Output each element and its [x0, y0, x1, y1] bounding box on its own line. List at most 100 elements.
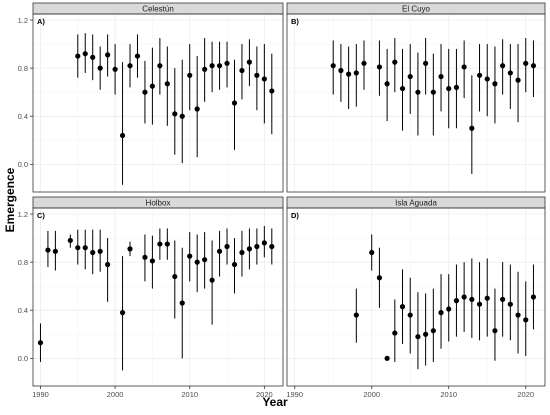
data-point: [254, 72, 260, 78]
data-point: [423, 60, 429, 66]
data-point: [202, 257, 208, 263]
data-point: [399, 304, 406, 310]
data-point: [507, 70, 513, 76]
data-point: [530, 63, 537, 69]
data-point: [384, 355, 390, 361]
data-point: [392, 59, 398, 65]
data-point: [523, 60, 529, 66]
x-tick-label: 2000: [363, 390, 380, 399]
data-point: [469, 296, 475, 303]
data-point: [216, 248, 223, 254]
y-tick-label: 0.4: [18, 112, 28, 121]
data-point: [194, 106, 200, 112]
data-point: [407, 73, 413, 80]
data-point: [330, 63, 336, 69]
data-point: [164, 241, 170, 247]
data-point: [45, 247, 51, 253]
facet-strip-title: Isla Aguada: [395, 199, 437, 208]
data-point: [127, 246, 133, 252]
data-point: [438, 310, 444, 316]
data-point: [37, 340, 44, 346]
y-tick-label: 0.0: [18, 354, 28, 363]
x-tick-label: 2020: [517, 390, 534, 399]
data-point: [239, 67, 245, 74]
data-point: [90, 54, 96, 60]
facet-strip-title: Holbox: [146, 199, 171, 208]
x-tick-label: 2010: [440, 390, 457, 399]
data-point: [179, 113, 185, 119]
y-tick-label: 0.8: [18, 64, 28, 73]
data-point: [523, 317, 529, 323]
x-tick-label: 1990: [286, 390, 303, 399]
y-tick-label: 0.8: [18, 258, 28, 267]
data-point: [361, 60, 367, 66]
data-point: [187, 72, 193, 78]
data-point: [399, 85, 406, 92]
panel-border: [32, 207, 284, 387]
y-tick-label: 0.4: [18, 306, 28, 315]
data-point: [261, 240, 267, 246]
data-point: [239, 249, 245, 256]
data-point: [97, 65, 103, 71]
facet-strip-title: El Cuyo: [402, 5, 431, 14]
data-point: [430, 328, 436, 334]
data-point: [415, 89, 421, 95]
data-point: [453, 298, 460, 304]
data-point: [224, 60, 230, 66]
data-point: [376, 275, 383, 281]
data-point: [492, 328, 498, 334]
data-point: [90, 249, 96, 256]
data-point: [423, 331, 429, 337]
data-point: [187, 253, 193, 259]
x-tick-label: 2010: [181, 390, 198, 399]
panel-tag: B): [291, 17, 299, 26]
data-point: [507, 301, 513, 307]
data-point: [269, 88, 275, 94]
data-point: [376, 64, 383, 70]
data-point: [346, 71, 352, 77]
data-point: [338, 67, 344, 74]
data-point: [415, 334, 421, 340]
y-axis-title: Emergence: [3, 167, 17, 232]
data-point: [179, 300, 185, 306]
data-point: [353, 312, 359, 318]
data-point: [209, 63, 215, 69]
data-point: [75, 53, 81, 59]
data-point: [484, 76, 490, 82]
x-tick-label: 2020: [256, 390, 273, 399]
data-point: [461, 64, 467, 70]
x-tick-label: 1990: [32, 390, 49, 399]
data-point: [67, 237, 73, 244]
data-point: [105, 52, 111, 58]
data-point: [119, 310, 126, 316]
data-point: [52, 248, 58, 254]
data-point: [484, 295, 490, 301]
data-point: [134, 53, 141, 59]
data-point: [430, 89, 436, 95]
data-point: [105, 261, 111, 268]
data-point: [476, 72, 483, 78]
data-point: [202, 66, 208, 72]
data-point: [82, 245, 88, 251]
data-point: [216, 63, 223, 69]
data-point: [353, 70, 359, 76]
data-point: [149, 258, 156, 264]
data-point: [269, 243, 275, 250]
y-tick-label: 1.2: [18, 210, 28, 219]
data-point: [461, 294, 467, 300]
data-point: [392, 330, 398, 336]
y-tick-label: 1.2: [18, 16, 28, 25]
data-point: [476, 301, 483, 307]
data-point: [224, 243, 230, 250]
data-point: [172, 111, 178, 117]
data-point: [75, 245, 81, 251]
data-point: [446, 306, 452, 312]
data-point: [164, 81, 170, 87]
panel-border: [32, 13, 284, 193]
data-point: [194, 259, 200, 265]
data-point: [515, 77, 521, 83]
facet-strip-title: Celestún: [142, 5, 174, 14]
data-point: [209, 277, 215, 283]
